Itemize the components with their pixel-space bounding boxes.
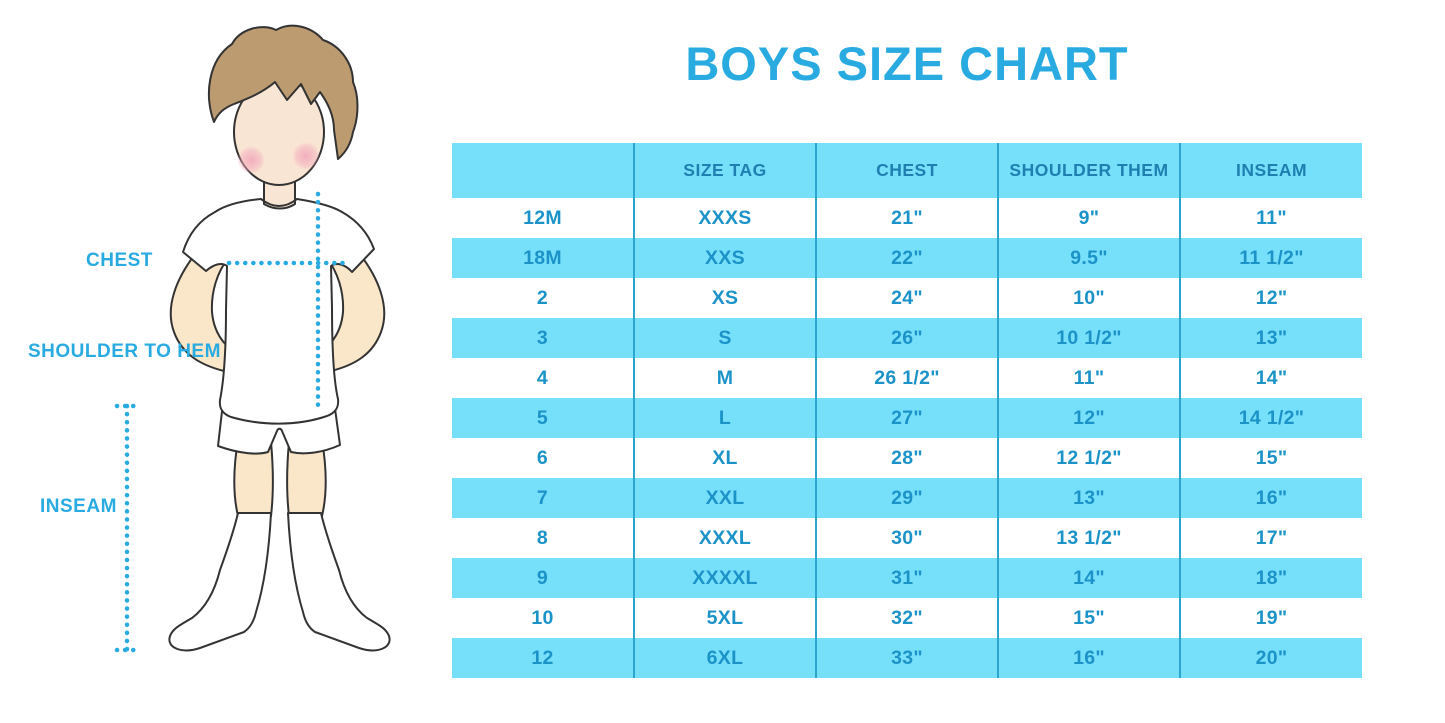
- header-cell-chest: CHEST: [815, 143, 998, 198]
- row-age-size-cell: 6: [452, 438, 634, 478]
- left-blush: [237, 146, 265, 174]
- table-row: 6 XL 28" 12 1/2" 15": [452, 438, 1362, 478]
- table-cell: 14 1/2": [1179, 398, 1362, 438]
- page-title: BOYS SIZE CHART: [685, 37, 1129, 90]
- table-cell: 22": [815, 238, 998, 278]
- table-cell: 26": [815, 318, 998, 358]
- table-cell: 5XL: [633, 598, 816, 638]
- table-cell: 32": [815, 598, 998, 638]
- table-cell: 17": [1179, 518, 1362, 558]
- table-cell: 15": [997, 598, 1180, 638]
- table-cell: 33": [815, 638, 998, 678]
- table-cell: XL: [633, 438, 816, 478]
- table-cell: 21": [815, 198, 998, 238]
- table-cell: 29": [815, 478, 998, 518]
- row-age-size-cell: 12M: [452, 198, 634, 238]
- header-row: SIZE TAG CHEST SHOULDER THEM INSEAM: [452, 143, 1362, 198]
- table-cell: 16": [1179, 478, 1362, 518]
- header-cell-blank: [452, 143, 634, 198]
- table-cell: 12": [997, 398, 1180, 438]
- table-cell: XXL: [633, 478, 816, 518]
- row-age-size-cell: 10: [452, 598, 634, 638]
- table-cell: 11 1/2": [1179, 238, 1362, 278]
- table-cell: M: [633, 358, 816, 398]
- table-cell: 28": [815, 438, 998, 478]
- table-cell: 9.5": [997, 238, 1180, 278]
- table-cell: 14": [997, 558, 1180, 598]
- table-cell: XXXS: [633, 198, 816, 238]
- table-row: 9 XXXXL 31" 14" 18": [452, 558, 1362, 598]
- table-cell: 10": [997, 278, 1180, 318]
- table-row: 2 XS 24" 10" 12": [452, 278, 1362, 318]
- row-age-size-cell: 12: [452, 638, 634, 678]
- table-cell: 11": [997, 358, 1180, 398]
- size-table: SIZE TAG CHEST SHOULDER THEM INSEAM 12M X…: [452, 143, 1362, 678]
- table-row: 18M XXS 22" 9.5" 11 1/2": [452, 238, 1362, 278]
- table-row: 3 S 26" 10 1/2" 13": [452, 318, 1362, 358]
- table-cell: 13": [997, 478, 1180, 518]
- table-cell: 26 1/2": [815, 358, 998, 398]
- row-age-size-cell: 5: [452, 398, 634, 438]
- table-row: 8 XXXL 30" 13 1/2" 17": [452, 518, 1362, 558]
- table-cell: 11": [1179, 198, 1362, 238]
- table-cell: 12 1/2": [997, 438, 1180, 478]
- boy-illustration: [114, 24, 391, 653]
- measurement-diagram: CHEST SHOULDER TO HEM INSEAM: [0, 0, 450, 723]
- table-cell: 20": [1179, 638, 1362, 678]
- table-cell: XS: [633, 278, 816, 318]
- table-cell: 13 1/2": [997, 518, 1180, 558]
- size-table-header: SIZE TAG CHEST SHOULDER THEM INSEAM: [452, 143, 1362, 198]
- chest-label: CHEST: [86, 250, 153, 271]
- table-cell: 24": [815, 278, 998, 318]
- table-row: 12 6XL 33" 16" 20": [452, 638, 1362, 678]
- table-cell: 27": [815, 398, 998, 438]
- header-cell-shoulder-them: SHOULDER THEM: [997, 143, 1180, 198]
- right-sock: [287, 512, 391, 652]
- table-row: 10 5XL 32" 15" 19": [452, 598, 1362, 638]
- table-cell: 31": [815, 558, 998, 598]
- table-cell: 18": [1179, 558, 1362, 598]
- table-row: 5 L 27" 12" 14 1/2": [452, 398, 1362, 438]
- table-cell: XXXXL: [633, 558, 816, 598]
- row-age-size-cell: 18M: [452, 238, 634, 278]
- table-cell: 12": [1179, 278, 1362, 318]
- row-age-size-cell: 4: [452, 358, 634, 398]
- table-cell: 13": [1179, 318, 1362, 358]
- right-blush: [292, 142, 320, 170]
- table-cell: 19": [1179, 598, 1362, 638]
- row-age-size-cell: 8: [452, 518, 634, 558]
- row-age-size-cell: 2: [452, 278, 634, 318]
- table-cell: S: [633, 318, 816, 358]
- table-row: 4 M 26 1/2" 11" 14": [452, 358, 1362, 398]
- table-row: 12M XXXS 21" 9" 11": [452, 198, 1362, 238]
- table-cell: 6XL: [633, 638, 816, 678]
- shoulder-to-hem-label: SHOULDER TO HEM: [28, 341, 221, 362]
- collar: [260, 198, 298, 207]
- left-sock: [168, 512, 272, 652]
- table-cell: 9": [997, 198, 1180, 238]
- hair: [207, 24, 359, 160]
- size-table-body: 12M XXXS 21" 9" 11" 18M XXS 22" 9.5" 11 1/2" 2 XS 24…: [452, 198, 1362, 678]
- table-cell: 30": [815, 518, 998, 558]
- header-cell-size-tag: SIZE TAG: [633, 143, 816, 198]
- table-cell: 10 1/2": [997, 318, 1180, 358]
- table-cell: L: [633, 398, 816, 438]
- row-age-size-cell: 3: [452, 318, 634, 358]
- tshirt: [182, 198, 375, 425]
- table-row: 7 XXL 29" 13" 16": [452, 478, 1362, 518]
- table-cell: 16": [997, 638, 1180, 678]
- header-cell-inseam: INSEAM: [1179, 143, 1362, 198]
- inseam-label: INSEAM: [40, 496, 117, 517]
- table-cell: 15": [1179, 438, 1362, 478]
- table-cell: XXS: [633, 238, 816, 278]
- table-cell: XXXL: [633, 518, 816, 558]
- row-age-size-cell: 7: [452, 478, 634, 518]
- row-age-size-cell: 9: [452, 558, 634, 598]
- table-cell: 14": [1179, 358, 1362, 398]
